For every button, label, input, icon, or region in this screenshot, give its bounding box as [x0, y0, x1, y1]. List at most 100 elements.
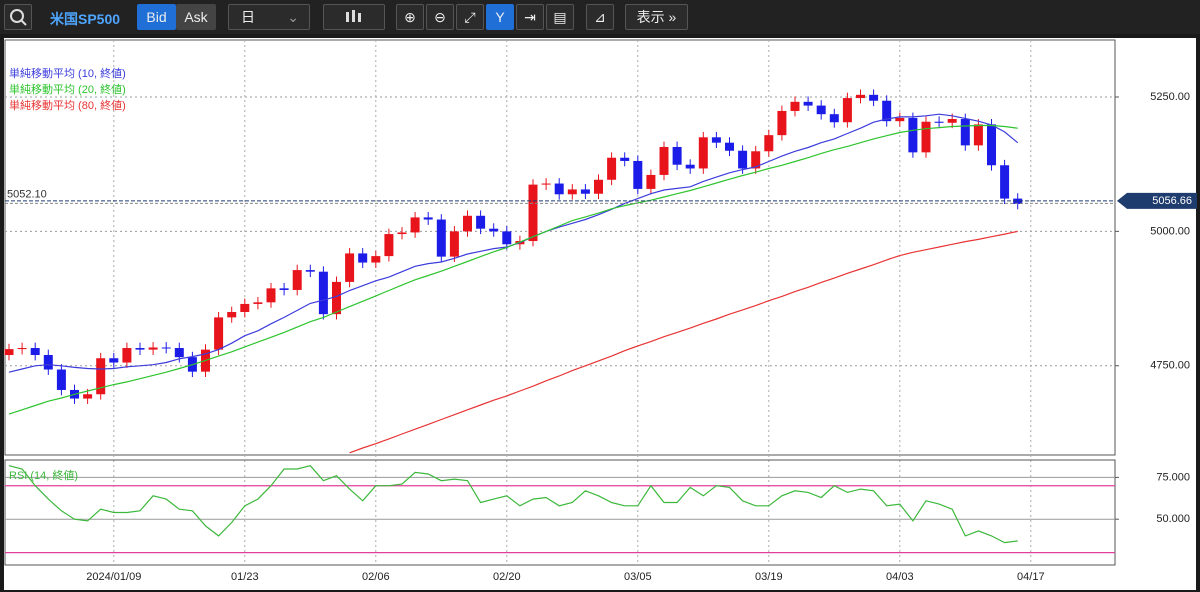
- candle-body: [423, 217, 433, 220]
- candle-body: [227, 312, 237, 318]
- period-dropdown[interactable]: 日 ⌄: [228, 4, 310, 30]
- candle-body: [541, 183, 551, 185]
- candle-body: [567, 189, 577, 195]
- candle-body: [829, 114, 839, 123]
- toolbar: 米国SP500 Bid Ask 日 ⌄ ⊕ ⊖ ⤢ Y ⇥ ▤ ⊿ 表示 »: [0, 0, 1200, 34]
- last-price-label: 5056.66: [1152, 195, 1192, 207]
- candle-body: [83, 394, 93, 399]
- candle-body: [672, 146, 682, 165]
- series-line: [8, 465, 1018, 544]
- x-tick-label: 04/17: [1017, 571, 1045, 583]
- candle-body: [305, 270, 315, 272]
- candle-body: [908, 117, 918, 153]
- candle-body: [646, 174, 656, 189]
- bid-button[interactable]: Bid: [137, 4, 176, 30]
- candle-body: [4, 349, 14, 356]
- candle-body: [476, 215, 486, 229]
- y-tick-label: 5250.00: [1150, 91, 1190, 103]
- candle-body: [725, 142, 734, 151]
- candle-body: [934, 121, 944, 123]
- x-tick-label: 03/05: [624, 571, 652, 583]
- y-tick-label: 75.000: [1156, 471, 1190, 483]
- candle-body: [973, 124, 983, 146]
- latest-button[interactable]: ⇥: [516, 4, 544, 30]
- x-tick-label: 04/03: [886, 571, 914, 583]
- candle-body: [869, 94, 879, 101]
- candle-body: [960, 119, 970, 146]
- candle-body: [777, 110, 787, 136]
- display-label: 表示: [636, 9, 665, 25]
- y-tick-label: 50.000: [1156, 513, 1190, 525]
- candle-body: [43, 355, 53, 370]
- candle-body: [266, 288, 276, 303]
- candle-body: [987, 124, 996, 166]
- candle-body: [358, 253, 368, 263]
- candle-body: [882, 100, 892, 122]
- candle-body: [397, 232, 407, 235]
- candle-body: [659, 146, 669, 175]
- candle-body: [738, 150, 748, 169]
- doc-button[interactable]: ▤: [546, 4, 574, 30]
- candle-body: [711, 137, 721, 143]
- zoom-in-button[interactable]: ⊕: [396, 4, 424, 30]
- chart: 4750.00 5000.00 5250.00 2024/01/09 01/23 02/0…: [4, 38, 1197, 590]
- candle-body: [1000, 165, 1010, 199]
- ask-button[interactable]: Ask: [176, 4, 216, 30]
- candle-body: [436, 219, 446, 257]
- indicator-button[interactable]: ⊿: [586, 4, 614, 30]
- series-line: [349, 230, 1018, 454]
- candle-body: [17, 348, 27, 350]
- candle-body: [633, 160, 643, 189]
- x-tick-label: 01/23: [231, 571, 259, 583]
- fit-button[interactable]: ⤢: [456, 4, 484, 30]
- candle-body: [685, 164, 695, 169]
- candle-body: [607, 157, 617, 180]
- legend-entry: RSI (14, 終値): [9, 468, 78, 482]
- lock-button[interactable]: Y: [486, 4, 514, 30]
- candle-body: [764, 135, 774, 152]
- last-price-tag: [1117, 192, 1197, 209]
- candle-body: [109, 358, 119, 363]
- legend-entry: 単純移動平均 (20, 終値): [9, 82, 126, 96]
- candle-body: [790, 101, 800, 111]
- candle-body: [384, 234, 394, 257]
- candle-body: [803, 101, 813, 106]
- candle-body: [1013, 198, 1023, 204]
- symbol[interactable]: 米国SP500: [50, 11, 121, 27]
- candle-body: [594, 179, 603, 194]
- candle-body: [449, 231, 459, 257]
- x-tick-label: 02/20: [493, 571, 521, 583]
- candle-body: [816, 105, 826, 115]
- chevron: ⌄: [287, 9, 299, 25]
- candle-body: [240, 303, 250, 313]
- candle-body: [895, 117, 905, 122]
- candle-body: [463, 215, 472, 232]
- candle-body: [148, 347, 158, 350]
- candle-body: [489, 228, 499, 232]
- x-tick-label: 02/06: [362, 571, 390, 583]
- search-icon: [10, 9, 27, 26]
- legend-entry: 単純移動平均 (10, 終値): [9, 66, 126, 80]
- legend-entry: 単純移動平均 (80, 終値): [9, 98, 126, 112]
- x-tick-label: 03/19: [755, 571, 783, 583]
- candle-body: [332, 281, 341, 315]
- candle-body: [698, 137, 708, 169]
- candle-body: [122, 348, 132, 363]
- candle-body: [620, 157, 630, 161]
- y-tick-label: 5000.00: [1150, 225, 1190, 237]
- chart-background: [4, 38, 1196, 590]
- period: 日: [241, 9, 255, 25]
- series-line: [8, 124, 1018, 415]
- display-button[interactable]: 表示 »: [625, 4, 688, 30]
- candle-body: [371, 256, 381, 263]
- reference-label: 5052.10: [7, 188, 47, 200]
- candle-body: [842, 98, 852, 123]
- search-button[interactable]: [4, 4, 32, 30]
- candle-body: [751, 151, 761, 169]
- chart-type-dropdown[interactable]: [323, 4, 385, 30]
- candle-icon: [346, 10, 361, 22]
- candle-body: [96, 358, 106, 395]
- zoom-out-button[interactable]: ⊖: [426, 4, 454, 30]
- candle-body: [174, 348, 184, 358]
